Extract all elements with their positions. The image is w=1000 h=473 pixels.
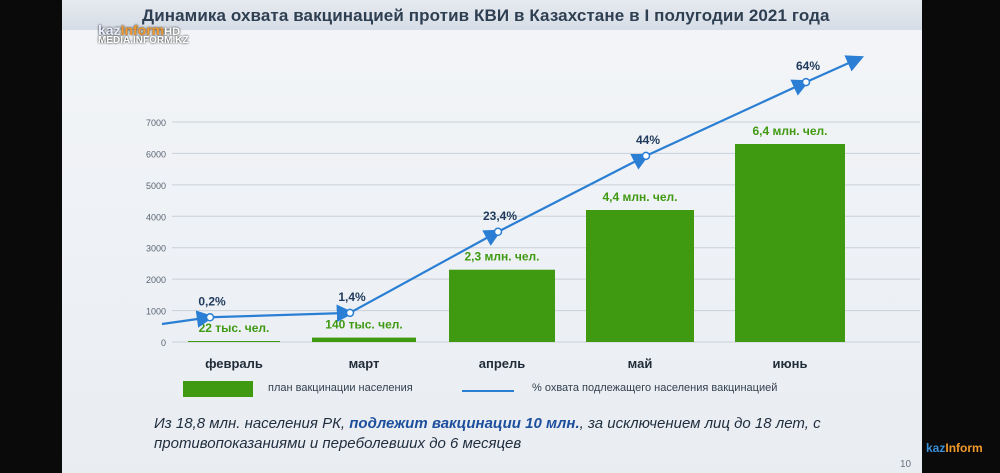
kazinform-watermark: kazInformHD bbox=[98, 22, 180, 40]
y-tick-label-2000: 2000 bbox=[146, 275, 166, 285]
line-point-март bbox=[345, 308, 355, 318]
corner-logo-pre: kaz bbox=[926, 441, 946, 455]
bar-апрель bbox=[449, 269, 555, 342]
line-segment-2 bbox=[349, 229, 502, 314]
line-point-февраль bbox=[205, 313, 215, 322]
footnote-part1: Из 18,8 млн. населения РК, bbox=[154, 415, 350, 432]
y-tick-label-7000: 7000 bbox=[146, 118, 166, 128]
line-label-февраль: 0,2% bbox=[198, 294, 226, 308]
legend-label-line: % охвата подлежащего населения вакцинаци… bbox=[532, 382, 778, 394]
x-category-label-апрель: апрель bbox=[479, 356, 526, 371]
line-label-май: 44% bbox=[636, 133, 660, 147]
y-tick-label-1000: 1000 bbox=[146, 307, 166, 317]
slide-title: Динамика охвата вакцинацией против КВИ в… bbox=[142, 6, 830, 25]
corner-logo-mid: Inform bbox=[945, 441, 983, 455]
line-segment-4 bbox=[645, 79, 810, 157]
watermark-site: MEDIA.INFORM.KZ bbox=[98, 35, 189, 46]
watermark-hd: HD bbox=[164, 26, 181, 38]
y-tick-label-6000: 6000 bbox=[146, 149, 166, 159]
presentation-slide: Динамика охвата вакцинацией против КВИ в… bbox=[62, 0, 922, 473]
footnote-part2: , за исключением лиц до 18 лет, с против… bbox=[154, 415, 821, 452]
title-band: Динамика охвата вакцинацией против КВИ в… bbox=[62, 0, 922, 30]
bar-июнь bbox=[735, 144, 845, 342]
bar-label-май: 4,4 млн. чел. bbox=[602, 190, 677, 204]
line-segment-5 bbox=[805, 55, 865, 84]
line-segment-1 bbox=[209, 304, 355, 323]
x-category-label-март: март bbox=[349, 356, 380, 371]
y-tick-label-4000: 4000 bbox=[146, 212, 166, 222]
bar-февраль bbox=[188, 341, 280, 342]
footnote-emphasis: подлежит вакцинации 10 млн. bbox=[349, 415, 580, 432]
x-category-label-май: май bbox=[628, 356, 653, 371]
bar-label-июнь: 6,4 млн. чел. bbox=[752, 124, 827, 138]
y-tick-label-0: 0 bbox=[161, 338, 166, 348]
line-segment-3 bbox=[497, 153, 650, 233]
line-point-июнь bbox=[801, 77, 811, 87]
y-tick-label-5000: 5000 bbox=[146, 181, 166, 191]
line-segment-0 bbox=[161, 310, 215, 328]
y-tick-label-3000: 3000 bbox=[146, 244, 166, 254]
bar-май bbox=[586, 210, 694, 342]
line-label-март: 1,4% bbox=[338, 290, 366, 304]
line-label-апрель: 23,4% bbox=[483, 209, 517, 223]
watermark-logo-mid: Inform bbox=[120, 22, 165, 38]
watermark-logo: kazInform bbox=[98, 22, 164, 38]
kazinform-corner-logo: kazInform bbox=[926, 441, 983, 455]
slide-number: 10 bbox=[900, 459, 912, 470]
x-category-label-февраль: февраль bbox=[205, 356, 263, 371]
line-point-май bbox=[641, 151, 651, 161]
legend-swatch-line bbox=[462, 390, 514, 392]
bar-март bbox=[312, 337, 416, 342]
line-label-июнь: 64% bbox=[796, 59, 820, 73]
bar-label-апрель: 2,3 млн. чел. bbox=[464, 250, 539, 264]
bar-label-февраль: 22 тыс. чел. bbox=[199, 321, 270, 335]
bar-label-март: 140 тыс. чел. bbox=[325, 318, 402, 332]
x-category-label-июнь: июнь bbox=[773, 356, 808, 371]
footnote: Из 18,8 млн. населения РК, подлежит вакц… bbox=[154, 414, 922, 454]
watermark-logo-pre: kaz bbox=[98, 22, 121, 38]
legend-label-bars: план вакцинации населения bbox=[268, 382, 413, 394]
line-point-апрель bbox=[493, 227, 503, 237]
legend-swatch-bars bbox=[183, 381, 253, 397]
chart: 0 1000 2000 3000 4000 5000 6000 7000 22 тыс. чел… bbox=[146, 55, 920, 371]
